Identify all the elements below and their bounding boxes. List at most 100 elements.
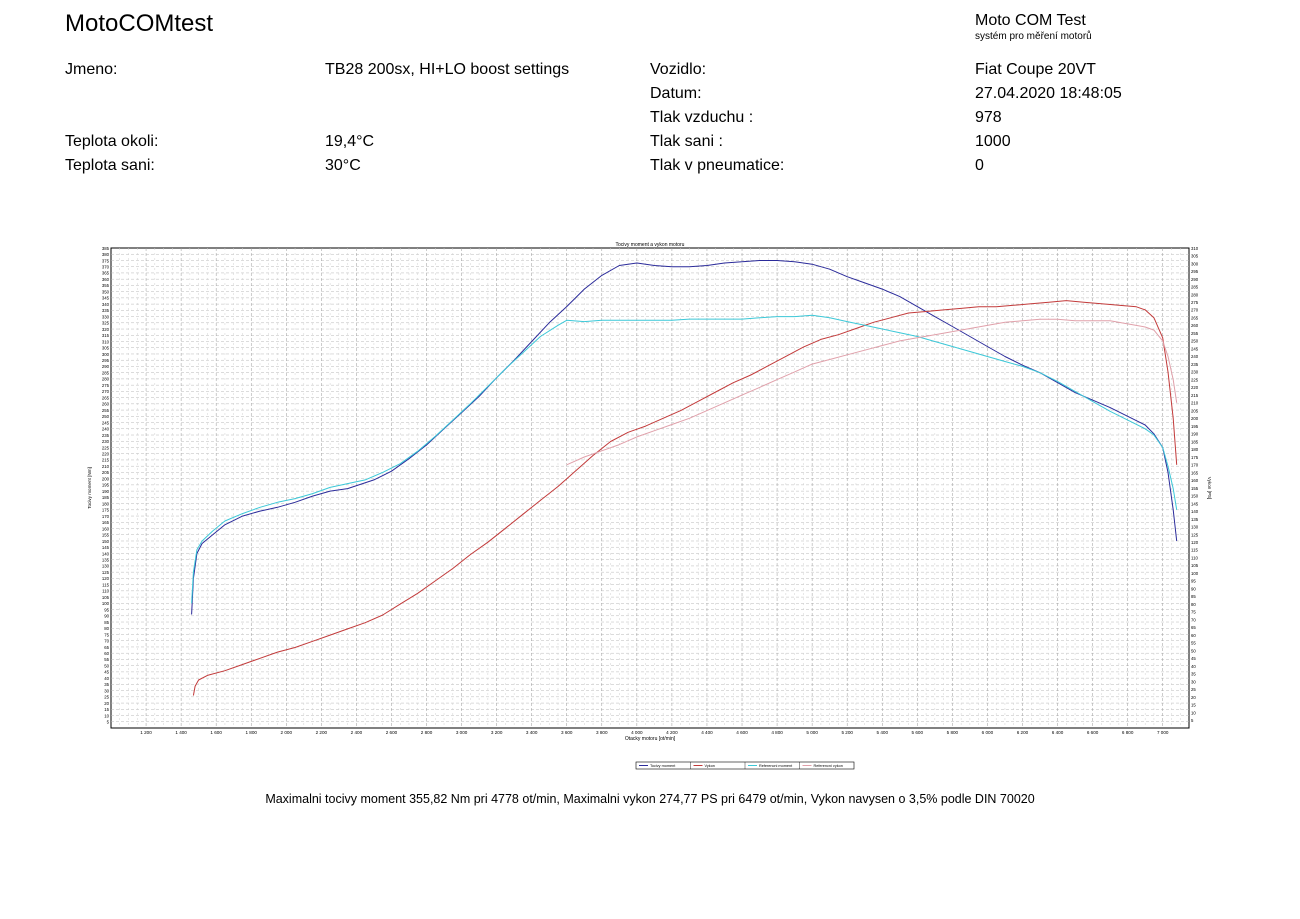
x-tick-label: 2 600 — [386, 730, 398, 735]
y-left-tick-label: 65 — [104, 645, 109, 650]
y-right-tick-label: 15 — [1191, 703, 1196, 708]
y-right-tick-label: 180 — [1191, 447, 1199, 452]
x-tick-label: 5 200 — [841, 730, 853, 735]
y-right-tick-label: 55 — [1191, 641, 1196, 646]
y-right-tick-label: 200 — [1191, 416, 1199, 421]
y-left-tick-label: 100 — [102, 601, 110, 606]
y-left-tick-label: 85 — [104, 620, 109, 625]
y-right-tick-label: 265 — [1191, 315, 1199, 320]
x-tick-label: 2 400 — [351, 730, 363, 735]
y-right-tick-label: 190 — [1191, 432, 1199, 437]
y-left-tick-label: 210 — [102, 464, 110, 469]
y-right-tick-label: 125 — [1191, 532, 1199, 537]
y-left-tick-label: 150 — [102, 539, 110, 544]
y-right-tick-label: 235 — [1191, 362, 1199, 367]
y-left-tick-label: 195 — [102, 483, 110, 488]
y-left-tick-label: 245 — [102, 420, 110, 425]
x-tick-label: 5 400 — [877, 730, 889, 735]
y-left-tick-label: 20 — [104, 701, 109, 706]
series-line-referencni-vykon — [566, 318, 1178, 466]
y-left-tick-label: 265 — [102, 395, 110, 400]
y-right-tick-label: 255 — [1191, 331, 1199, 336]
y-right-tick-label: 20 — [1191, 695, 1196, 700]
y-left-tick-label: 375 — [102, 258, 110, 263]
y-left-tick-label: 365 — [102, 271, 110, 276]
y-left-tick-label: 235 — [102, 433, 110, 438]
x-tick-label: 1 400 — [175, 730, 187, 735]
y-left-tick-label: 30 — [104, 688, 109, 693]
x-tick-label: 5 000 — [806, 730, 818, 735]
y-right-tick-label: 305 — [1191, 254, 1199, 259]
x-tick-label: 1 800 — [245, 730, 257, 735]
summary-text: Maximalni tocivy moment 355,82 Nm pri 47… — [265, 792, 1035, 806]
y-left-tick-label: 205 — [102, 470, 110, 475]
y-left-tick-label: 385 — [102, 246, 110, 251]
y-right-tick-label: 80 — [1191, 602, 1196, 607]
chart-legend: Tocivy moment Vykon Referencni moment Refer… — [635, 761, 855, 770]
x-tick-label: 5 600 — [912, 730, 924, 735]
chart-title: Tocivy moment a vykon motoru — [616, 242, 685, 248]
teplota-sani-value: 30°C — [325, 157, 361, 174]
tlak-vzduchu-label: Tlak vzduchu : — [650, 109, 754, 126]
y-left-tick-label: 125 — [102, 570, 110, 575]
y-left-tick-label: 260 — [102, 402, 110, 407]
y-left-tick-label: 290 — [102, 364, 110, 369]
y-right-tick-label: 310 — [1191, 246, 1199, 251]
y-right-tick-label: 10 — [1191, 710, 1196, 715]
plot-area — [110, 247, 1190, 729]
y-left-tick-label: 155 — [102, 533, 110, 538]
y-left-tick-label: 295 — [102, 358, 110, 363]
y-left-tick-label: 240 — [102, 427, 110, 432]
y-right-tick-label: 215 — [1191, 393, 1199, 398]
y-left-tick-label: 185 — [102, 495, 110, 500]
y-right-tick-label: 145 — [1191, 501, 1199, 506]
y-right-tick-label: 270 — [1191, 308, 1199, 313]
y-right-tick-label: 225 — [1191, 377, 1199, 382]
x-tick-label: 3 600 — [561, 730, 573, 735]
y-left-tick-label: 40 — [104, 676, 109, 681]
y-left-tick-label: 270 — [102, 389, 110, 394]
jmeno-label: Jmeno: — [65, 61, 118, 78]
y-left-tick-label: 130 — [102, 564, 110, 569]
y-right-tick-label: 160 — [1191, 478, 1199, 483]
y-right-axis-label: Vykon [PS] — [1207, 477, 1212, 500]
y-left-tick-label: 45 — [104, 670, 109, 675]
y-left-tick-label: 200 — [102, 476, 110, 481]
y-left-tick-label: 120 — [102, 576, 110, 581]
y-right-tick-label: 295 — [1191, 269, 1199, 274]
y-right-tick-label: 220 — [1191, 385, 1199, 390]
y-left-tick-label: 275 — [102, 383, 110, 388]
y-right-tick-label: 100 — [1191, 571, 1199, 576]
y-right-tick-label: 35 — [1191, 672, 1196, 677]
vozidlo-value: Fiat Coupe 20VT — [975, 61, 1096, 78]
y-left-tick-label: 225 — [102, 445, 110, 450]
legend-label: Tocivy moment — [650, 764, 676, 768]
tlak-vzduchu-value: 978 — [975, 109, 1002, 126]
legend-label: Vykon — [705, 764, 715, 768]
x-tick-label: 3 000 — [456, 730, 468, 735]
x-tick-label: 6 200 — [1017, 730, 1029, 735]
y-right-tick-label: 210 — [1191, 401, 1199, 406]
y-left-tick-label: 220 — [102, 452, 110, 457]
y-right-tick-label: 240 — [1191, 354, 1199, 359]
y-right-tick-label: 150 — [1191, 494, 1199, 499]
y-right-tick-label: 105 — [1191, 563, 1199, 568]
y-right-tick-label: 185 — [1191, 439, 1199, 444]
x-tick-label: 5 800 — [947, 730, 959, 735]
y-left-tick-label: 10 — [104, 713, 109, 718]
y-right-tick-label: 135 — [1191, 517, 1199, 522]
y-right-tick-label: 280 — [1191, 292, 1199, 297]
teplota-okoli-value: 19,4°C — [325, 133, 375, 150]
y-right-tick-label: 205 — [1191, 408, 1199, 413]
y-left-tick-label: 255 — [102, 408, 110, 413]
y-left-tick-label: 95 — [104, 607, 109, 612]
y-left-tick-label: 335 — [102, 308, 110, 313]
y-right-tick-label: 95 — [1191, 579, 1196, 584]
y-right-tick-label: 260 — [1191, 323, 1199, 328]
y-left-tick-label: 35 — [104, 682, 109, 687]
y-left-tick-label: 170 — [102, 514, 110, 519]
x-tick-label: 4 800 — [771, 730, 783, 735]
y-right-tick-label: 195 — [1191, 424, 1199, 429]
tlak-pneumatice-label: Tlak v pneumatice: — [650, 157, 785, 174]
